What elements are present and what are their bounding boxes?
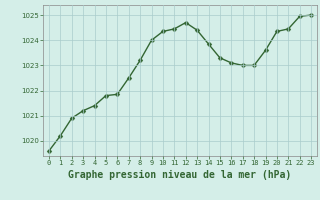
X-axis label: Graphe pression niveau de la mer (hPa): Graphe pression niveau de la mer (hPa) [68, 170, 292, 180]
